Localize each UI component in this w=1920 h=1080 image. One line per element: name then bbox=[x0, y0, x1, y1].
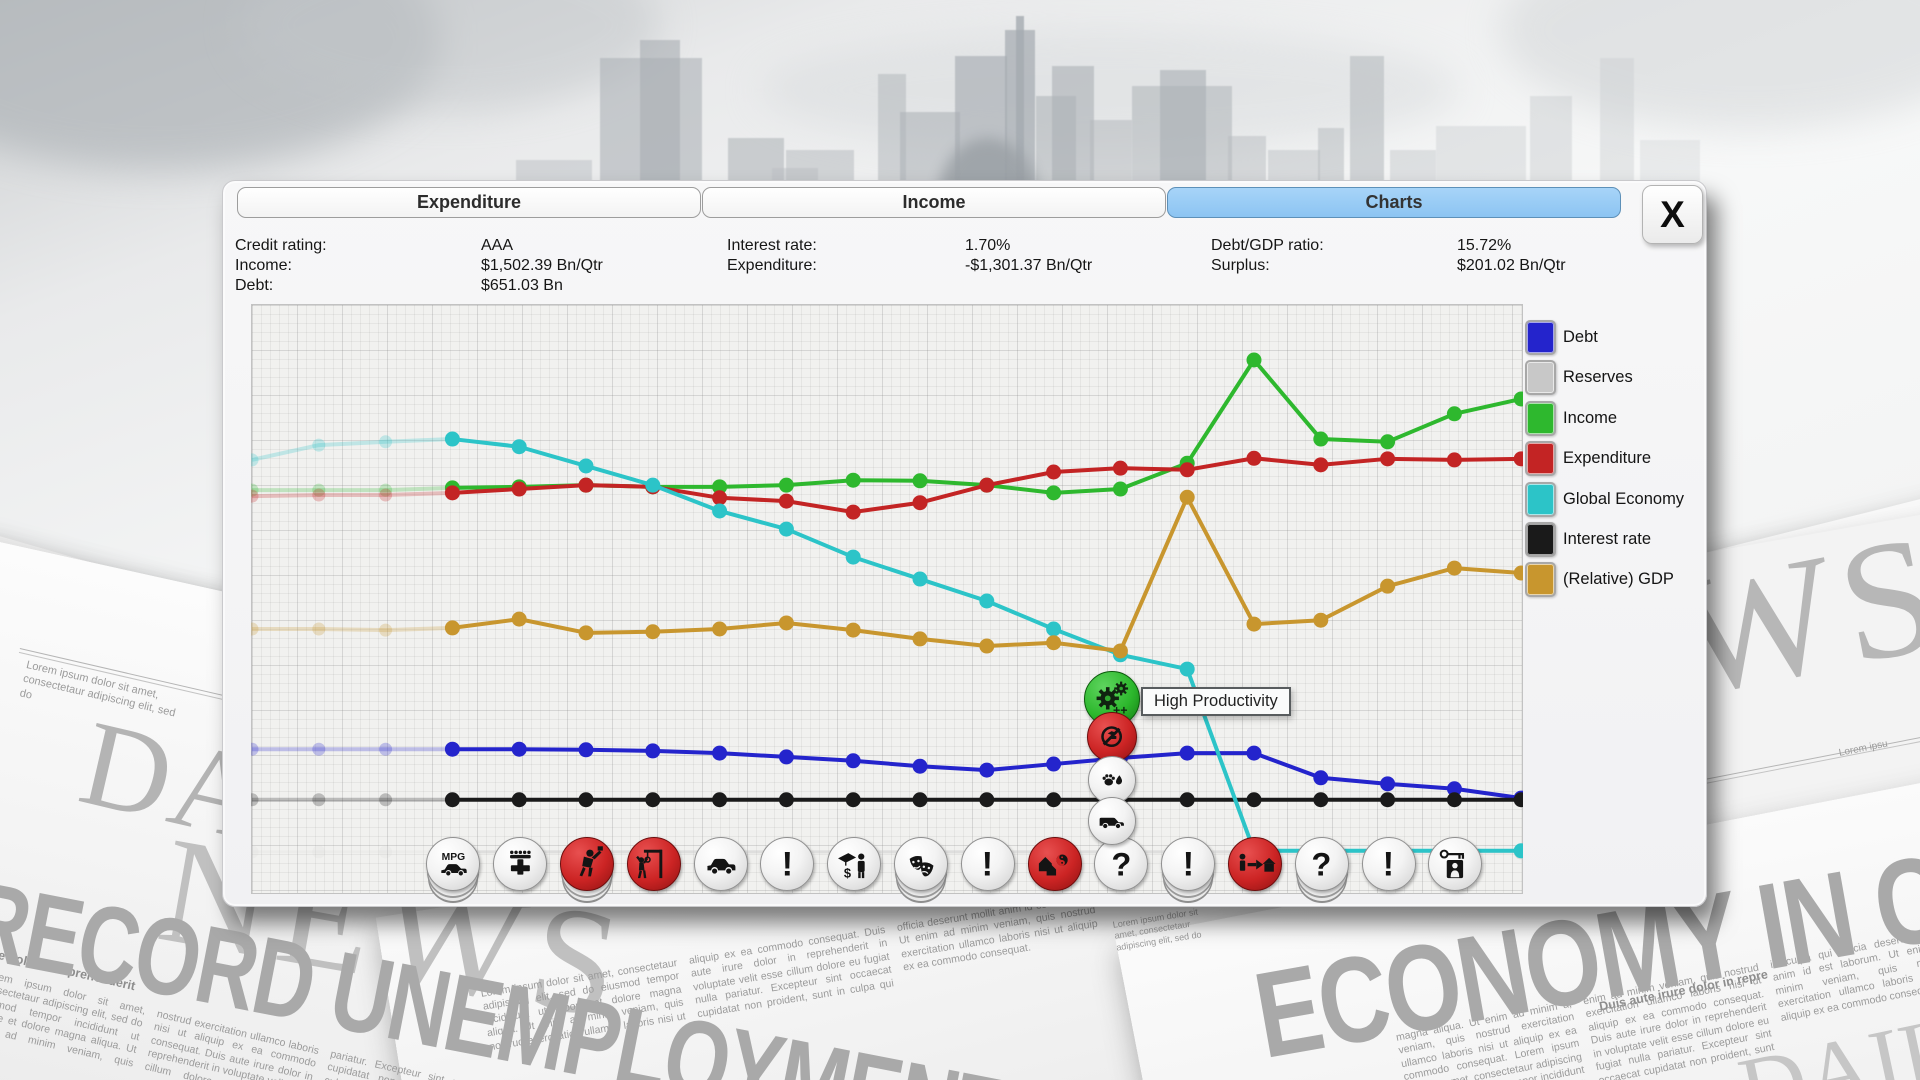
close-button[interactable]: X bbox=[1642, 185, 1703, 244]
building bbox=[1016, 16, 1024, 260]
public-health-event-icon[interactable] bbox=[493, 837, 548, 891]
svg-text:MPG: MPG bbox=[442, 852, 465, 863]
mpg-icon: MPG bbox=[441, 852, 467, 876]
oil-wildlife-event-icon[interactable] bbox=[1088, 756, 1136, 804]
legend-label: Reserves bbox=[1563, 368, 1633, 387]
no-sign-icon bbox=[1101, 726, 1123, 748]
question-icon: ? bbox=[1111, 845, 1131, 882]
stat-label: Credit rating: bbox=[235, 237, 327, 254]
tab-charts[interactable]: Charts bbox=[1167, 187, 1621, 218]
legend-label: (Relative) GDP bbox=[1563, 570, 1674, 589]
unknown-event-icon-2[interactable]: ? bbox=[1294, 837, 1349, 891]
stat-value: AAA bbox=[481, 237, 514, 254]
alert-event-icon-4[interactable]: ! bbox=[1361, 837, 1416, 891]
stat-value: 15.72% bbox=[1457, 237, 1512, 254]
riot-event-icon[interactable] bbox=[560, 837, 614, 891]
prison-event-icon[interactable] bbox=[1428, 837, 1483, 891]
arts-event-icon[interactable] bbox=[894, 837, 948, 891]
stat-label: Expenditure: bbox=[727, 257, 817, 274]
chart-plot-area bbox=[251, 304, 1523, 894]
exclaim-icon: ! bbox=[782, 845, 793, 883]
legend-entry--relative-gdp: (Relative) GDP bbox=[1525, 562, 1674, 598]
legend-swatch bbox=[1525, 400, 1556, 436]
grad-dollar-icon: $ bbox=[837, 852, 865, 880]
stat-value: -$1,301.37 Bn/Qtr bbox=[965, 257, 1093, 274]
alert-event-icon-1[interactable]: ! bbox=[760, 837, 815, 891]
chart-series-svg bbox=[251, 352, 1523, 860]
finance-dialog: Expenditure Income Charts X Credit rating:… bbox=[222, 180, 1707, 907]
stat-value: $201.02 Bn/Qtr bbox=[1457, 257, 1566, 274]
legend-entry-interest-rate: Interest rate bbox=[1525, 522, 1651, 557]
svg-text:!: ! bbox=[1383, 845, 1394, 883]
legend-swatch bbox=[1525, 320, 1556, 355]
stat-label: Surplus: bbox=[1211, 257, 1270, 274]
alert-event-icon-3[interactable]: ! bbox=[1161, 837, 1216, 891]
legend-label: Income bbox=[1563, 408, 1618, 427]
svg-text:!: ! bbox=[1182, 845, 1193, 883]
stat-label: Debt: bbox=[235, 277, 274, 294]
gallows-icon bbox=[636, 849, 663, 878]
legend-swatch bbox=[1525, 441, 1556, 477]
svg-text:$: $ bbox=[844, 865, 851, 880]
legend-label: Debt bbox=[1563, 328, 1598, 346]
svg-text:!: ! bbox=[782, 845, 793, 883]
exclaim-icon: ! bbox=[1182, 845, 1193, 883]
key-person-icon bbox=[1439, 849, 1465, 878]
legend-entry-expenditure: Expenditure bbox=[1525, 441, 1652, 477]
exclaim-icon: ! bbox=[1383, 845, 1394, 883]
stat-label: Income: bbox=[235, 257, 292, 274]
stat-label: Debt/GDP ratio: bbox=[1211, 237, 1324, 254]
unknown-event-icon-1[interactable]: ? bbox=[1094, 837, 1149, 891]
legend-entry-global-economy: Global Economy bbox=[1525, 481, 1685, 517]
houses-yinyang-icon bbox=[1039, 854, 1068, 876]
stat-value: $1,502.39 Bn/Qtr bbox=[481, 257, 603, 274]
event-tooltip: High Productivity bbox=[1141, 687, 1291, 716]
execution-event-icon[interactable] bbox=[626, 837, 681, 891]
people-cross-icon bbox=[509, 850, 531, 875]
van-icon bbox=[1099, 817, 1125, 829]
tab-expenditure[interactable]: Expenditure bbox=[237, 187, 701, 218]
question-icon: ? bbox=[1312, 845, 1332, 882]
legend-label: Expenditure bbox=[1563, 449, 1652, 468]
legend-label: Interest rate bbox=[1563, 530, 1652, 548]
svg-text:?: ? bbox=[1312, 845, 1332, 882]
education-grant-event-icon[interactable]: $ bbox=[827, 837, 882, 891]
svg-text:!: ! bbox=[982, 845, 993, 883]
ban-event-icon[interactable] bbox=[1087, 712, 1137, 762]
tab-income[interactable]: Income bbox=[702, 187, 1166, 218]
stat-value: 1.70% bbox=[965, 237, 1011, 254]
legend-swatch bbox=[1525, 522, 1556, 557]
protester-icon bbox=[579, 845, 603, 877]
legend-entry-reserves: Reserves bbox=[1525, 360, 1633, 396]
legend-swatch bbox=[1525, 562, 1556, 598]
stat-label: Interest rate: bbox=[727, 237, 817, 254]
masks-icon bbox=[909, 855, 934, 877]
paw-drop-icon bbox=[1102, 774, 1123, 786]
car-usage-event-icon[interactable] bbox=[693, 837, 748, 891]
svg-text:?: ? bbox=[1111, 845, 1131, 882]
fuel-efficiency-event-icon[interactable]: MPG bbox=[426, 837, 481, 891]
person-house-icon bbox=[1239, 853, 1276, 872]
legend-swatch bbox=[1525, 481, 1556, 517]
car-icon bbox=[706, 858, 736, 874]
exclaim-icon: ! bbox=[982, 845, 993, 883]
housing-event-icon[interactable] bbox=[1027, 837, 1082, 891]
emigration-event-icon[interactable] bbox=[1228, 837, 1282, 891]
stat-value: $651.03 Bn bbox=[481, 277, 563, 294]
legend-label: Global Economy bbox=[1563, 489, 1685, 508]
legend-entry-debt: Debt bbox=[1525, 320, 1598, 355]
van-event-icon[interactable] bbox=[1088, 797, 1136, 845]
legend-entry-income: Income bbox=[1525, 400, 1618, 436]
alert-event-icon-2[interactable]: ! bbox=[960, 837, 1015, 891]
legend-swatch bbox=[1525, 360, 1556, 396]
